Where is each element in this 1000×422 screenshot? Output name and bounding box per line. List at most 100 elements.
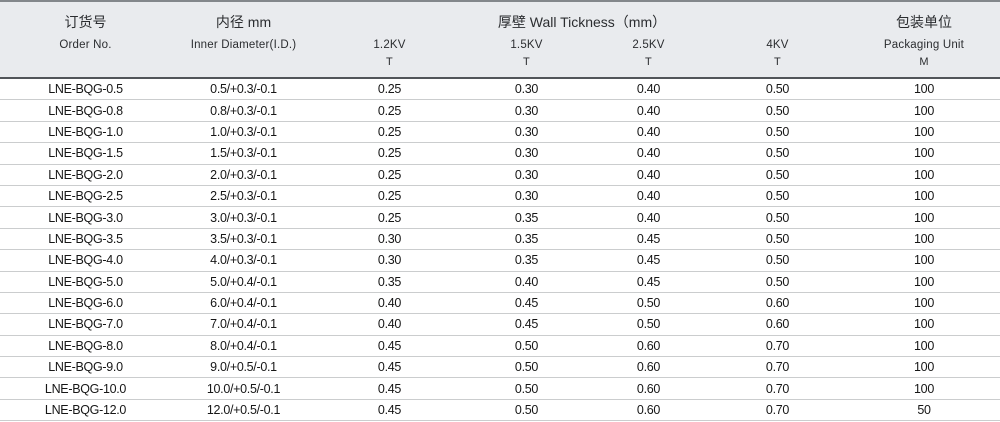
cell-inner-diameter: 0.5/+0.3/-0.1 xyxy=(171,78,316,101)
table-row: LNE-BQG-3.0 3.0/+0.3/-0.1 0.25 0.35 0.40 0.50… xyxy=(0,206,1000,229)
table-row: LNE-BQG-9.0 9.0/+0.5/-0.1 0.45 0.50 0.60 0.70… xyxy=(0,356,1000,379)
cell-inner-diameter: 8.0/+0.4/-0.1 xyxy=(171,335,316,358)
header-kv-4: 4KV xyxy=(707,34,848,55)
cell-t-4kv: 0.50 xyxy=(707,185,848,208)
cell-order: LNE-BQG-9.0 xyxy=(0,356,171,379)
cell-t-1-5kv: 0.45 xyxy=(463,292,590,315)
header-kv-1-5: 1.5KV xyxy=(463,34,590,55)
cell-packaging-m: 100 xyxy=(848,249,1000,272)
cell-t-4kv: 0.70 xyxy=(707,335,848,358)
cell-inner-diameter: 10.0/+0.5/-0.1 xyxy=(171,377,316,400)
cell-order: LNE-BQG-0.5 xyxy=(0,78,171,101)
cell-inner-diameter: 2.0/+0.3/-0.1 xyxy=(171,164,316,186)
cell-t-1-2kv: 0.25 xyxy=(316,142,463,165)
cell-order: LNE-BQG-1.5 xyxy=(0,142,171,165)
table-row: LNE-BQG-4.0 4.0/+0.3/-0.1 0.30 0.35 0.45 0.50… xyxy=(0,249,1000,272)
header-order-no-zh: 订货号 xyxy=(0,1,171,34)
cell-packaging-m: 100 xyxy=(848,271,1000,293)
cell-t-1-5kv: 0.50 xyxy=(463,399,590,422)
cell-t-4kv: 0.50 xyxy=(707,121,848,144)
cell-packaging-m: 100 xyxy=(848,185,1000,208)
cell-t-2-5kv: 0.40 xyxy=(590,78,707,101)
cell-t-1-2kv: 0.25 xyxy=(316,121,463,144)
table-row: LNE-BQG-1.0 1.0/+0.3/-0.1 0.25 0.30 0.40 0.50… xyxy=(0,121,1000,144)
cell-t-4kv: 0.70 xyxy=(707,399,848,422)
header-kv-1-2: 1.2KV xyxy=(316,34,463,55)
header-kv-2-5: 2.5KV xyxy=(590,34,707,55)
cell-order: LNE-BQG-10.0 xyxy=(0,377,171,400)
table-row: LNE-BQG-2.0 2.0/+0.3/-0.1 0.25 0.30 0.40 0.50… xyxy=(0,164,1000,186)
cell-t-1-5kv: 0.30 xyxy=(463,185,590,208)
cell-inner-diameter: 3.0/+0.3/-0.1 xyxy=(171,206,316,229)
table-row: LNE-BQG-7.0 7.0/+0.4/-0.1 0.40 0.45 0.50 0.60… xyxy=(0,313,1000,336)
header-t-1-2kv: T xyxy=(316,55,463,79)
cell-t-1-5kv: 0.50 xyxy=(463,356,590,379)
cell-t-4kv: 0.50 xyxy=(707,249,848,272)
cell-t-2-5kv: 0.40 xyxy=(590,142,707,165)
table-row: LNE-BQG-2.5 2.5/+0.3/-0.1 0.25 0.30 0.40 0.50… xyxy=(0,185,1000,208)
header-t-4kv: T xyxy=(707,55,848,79)
cell-t-1-5kv: 0.35 xyxy=(463,228,590,251)
cell-t-1-2kv: 0.25 xyxy=(316,164,463,186)
cell-t-2-5kv: 0.40 xyxy=(590,185,707,208)
cell-t-2-5kv: 0.60 xyxy=(590,335,707,358)
cell-t-2-5kv: 0.45 xyxy=(590,271,707,293)
table-header: 订货号 内径 mm 厚壁 Wall Tickness（mm） 包装单位 Orde… xyxy=(0,1,1000,79)
cell-t-4kv: 0.50 xyxy=(707,206,848,229)
cell-packaging-m: 100 xyxy=(848,292,1000,315)
header-t-2-5kv: T xyxy=(590,55,707,79)
header-packaging-unit-m: M xyxy=(848,55,1000,79)
cell-t-1-2kv: 0.25 xyxy=(316,185,463,208)
table-row: LNE-BQG-1.5 1.5/+0.3/-0.1 0.25 0.30 0.40 0.50… xyxy=(0,142,1000,165)
header-packaging-unit-en: Packaging Unit xyxy=(848,34,1000,55)
table-row: LNE-BQG-12.0 12.0/+0.5/-0.1 0.45 0.50 0.60 0.… xyxy=(0,399,1000,422)
cell-order: LNE-BQG-3.0 xyxy=(0,206,171,229)
cell-t-4kv: 0.50 xyxy=(707,78,848,101)
cell-t-2-5kv: 0.40 xyxy=(590,99,707,122)
cell-t-1-2kv: 0.30 xyxy=(316,228,463,251)
cell-packaging-m: 100 xyxy=(848,121,1000,144)
cell-order: LNE-BQG-2.0 xyxy=(0,164,171,186)
cell-t-1-5kv: 0.35 xyxy=(463,249,590,272)
cell-packaging-m: 100 xyxy=(848,335,1000,358)
header-wall-thickness-group: 厚壁 Wall Tickness（mm） xyxy=(316,1,848,34)
cell-t-1-2kv: 0.40 xyxy=(316,313,463,336)
cell-inner-diameter: 12.0/+0.5/-0.1 xyxy=(171,399,316,422)
cell-order: LNE-BQG-12.0 xyxy=(0,399,171,422)
cell-inner-diameter: 1.5/+0.3/-0.1 xyxy=(171,142,316,165)
cell-inner-diameter: 5.0/+0.4/-0.1 xyxy=(171,271,316,293)
table-row: LNE-BQG-0.8 0.8/+0.3/-0.1 0.25 0.30 0.40 0.50… xyxy=(0,99,1000,122)
cell-t-1-5kv: 0.30 xyxy=(463,164,590,186)
header-order-no-spacer xyxy=(0,55,171,79)
cell-t-2-5kv: 0.40 xyxy=(590,121,707,144)
cell-t-1-5kv: 0.35 xyxy=(463,206,590,229)
cell-inner-diameter: 1.0/+0.3/-0.1 xyxy=(171,121,316,144)
cell-order: LNE-BQG-5.0 xyxy=(0,271,171,293)
cell-t-1-2kv: 0.40 xyxy=(316,292,463,315)
table-body: LNE-BQG-0.5 0.5/+0.3/-0.1 0.25 0.30 0.40 0.50… xyxy=(0,78,1000,422)
cell-t-1-5kv: 0.30 xyxy=(463,121,590,144)
cell-packaging-m: 100 xyxy=(848,99,1000,122)
table-row: LNE-BQG-10.0 10.0/+0.5/-0.1 0.45 0.50 0.60 0.… xyxy=(0,377,1000,400)
cell-inner-diameter: 2.5/+0.3/-0.1 xyxy=(171,185,316,208)
cell-t-1-5kv: 0.30 xyxy=(463,78,590,101)
cell-order: LNE-BQG-4.0 xyxy=(0,249,171,272)
cell-packaging-m: 100 xyxy=(848,313,1000,336)
cell-t-2-5kv: 0.60 xyxy=(590,356,707,379)
cell-inner-diameter: 6.0/+0.4/-0.1 xyxy=(171,292,316,315)
cell-order: LNE-BQG-3.5 xyxy=(0,228,171,251)
cell-t-1-2kv: 0.30 xyxy=(316,249,463,272)
cell-t-2-5kv: 0.40 xyxy=(590,206,707,229)
cell-t-4kv: 0.70 xyxy=(707,356,848,379)
cell-t-1-2kv: 0.45 xyxy=(316,335,463,358)
cell-t-2-5kv: 0.60 xyxy=(590,377,707,400)
cell-packaging-m: 100 xyxy=(848,228,1000,251)
header-inner-diameter-zh: 内径 mm xyxy=(171,1,316,34)
cell-t-4kv: 0.50 xyxy=(707,99,848,122)
table-row: LNE-BQG-6.0 6.0/+0.4/-0.1 0.40 0.45 0.50 0.60… xyxy=(0,292,1000,315)
header-packaging-unit-zh: 包装单位 xyxy=(848,1,1000,34)
cell-t-2-5kv: 0.50 xyxy=(590,313,707,336)
cell-t-2-5kv: 0.40 xyxy=(590,164,707,186)
header-inner-diameter-en: Inner Diameter(I.D.) xyxy=(171,34,316,55)
